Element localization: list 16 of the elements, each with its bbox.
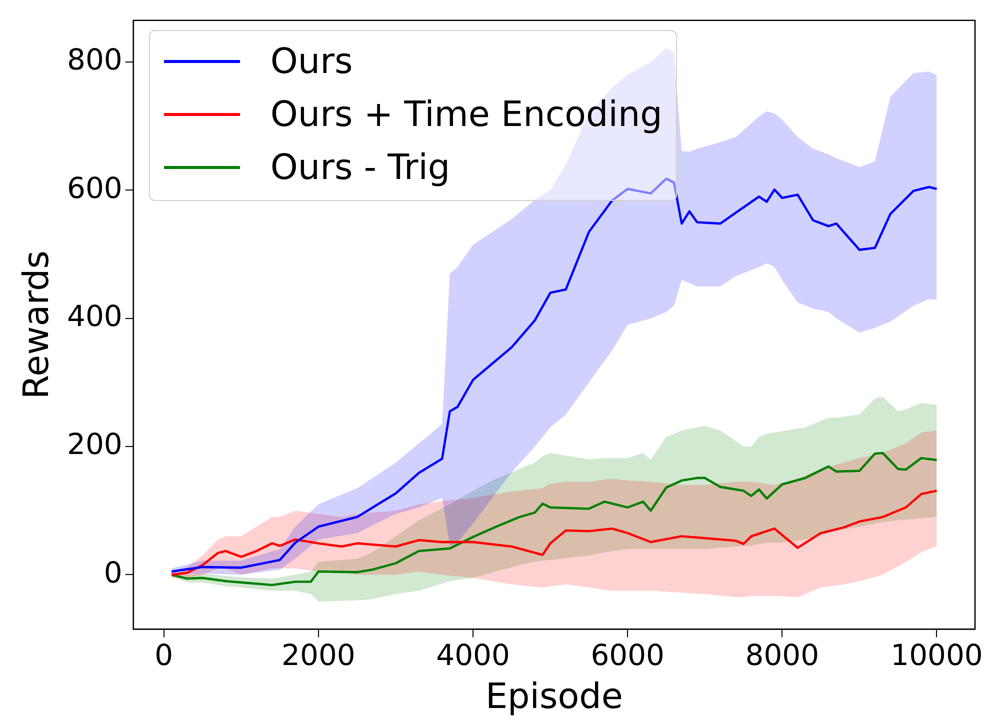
x-tick-label: 6000	[590, 638, 665, 672]
y-tick-label: 800	[66, 42, 122, 77]
legend-label: Ours - Trig	[270, 148, 450, 188]
y-tick-label: 400	[66, 298, 122, 333]
y-tick-label: 0	[104, 555, 122, 590]
x-tick-label: 8000	[745, 638, 820, 672]
y-tick-label: 200	[66, 427, 122, 462]
x-tick-label: 4000	[436, 638, 510, 672]
legend-label: Ours + Time Encoding	[270, 94, 662, 135]
legend-label: Ours	[270, 42, 353, 82]
y-axis-title: Rewards	[17, 250, 58, 400]
x-tick-label: 0	[154, 638, 174, 672]
y-tick-label: 600	[66, 170, 122, 205]
x-axis-title: Episode	[485, 677, 623, 718]
x-tick-label: 10000	[890, 638, 983, 672]
x-tick-label: 2000	[282, 638, 356, 672]
